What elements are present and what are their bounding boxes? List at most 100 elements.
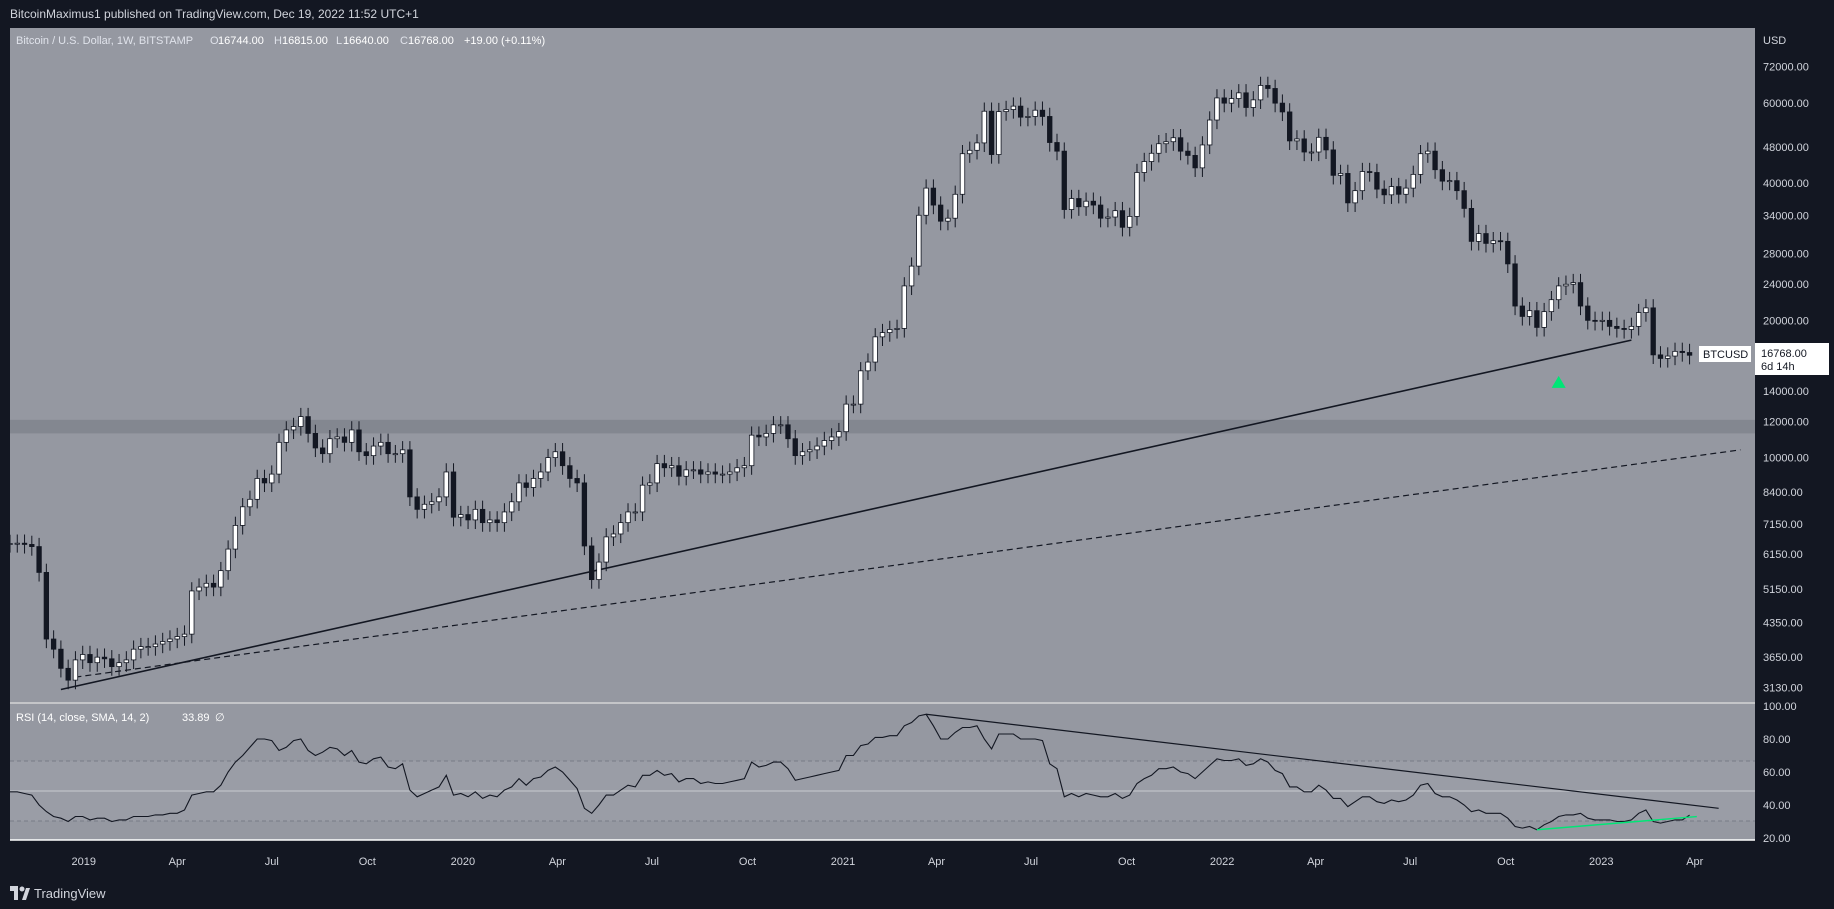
bear-candle — [1279, 102, 1286, 113]
bull-candle — [828, 436, 835, 441]
bear-candle — [1483, 233, 1489, 244]
bull-candle — [770, 424, 777, 434]
rsi-value: 33.89 — [182, 712, 210, 724]
bear-candle — [341, 436, 348, 443]
candles-group — [10, 76, 1693, 690]
price-tick-label: 28000.00 — [1763, 249, 1809, 261]
price-ticks-group: 72000.00 60000.00 48000.00 40000.00 34000.00… — [1763, 62, 1809, 695]
bear-candle — [21, 542, 28, 545]
bull-candle — [1032, 109, 1038, 117]
price-tick-label: 14000.00 — [1763, 386, 1809, 398]
bear-candle — [494, 519, 500, 524]
bear-candle — [1534, 310, 1540, 328]
bear-candle — [1512, 263, 1518, 307]
bull-candle — [298, 416, 304, 427]
bear-candle — [1119, 210, 1126, 228]
bull-candle — [378, 441, 384, 447]
bear-candle — [1497, 240, 1504, 243]
bull-candle — [647, 482, 653, 486]
bull-candle — [276, 441, 282, 475]
bull-candle — [516, 482, 522, 503]
bull-candle — [436, 496, 442, 503]
legend-open-value: 16744.00 — [218, 35, 264, 47]
bear-candle — [559, 451, 566, 467]
bull-candle — [232, 525, 239, 550]
bull-candle — [189, 590, 195, 635]
bull-candle — [429, 501, 435, 505]
resistance-zone — [10, 419, 1755, 434]
bear-candle — [1272, 88, 1278, 104]
bear-candle — [1017, 105, 1024, 118]
bull-candle — [596, 561, 602, 581]
bear-candle — [1185, 150, 1191, 156]
bear-candle — [1439, 169, 1446, 182]
time-tick-label: Jul — [1024, 856, 1038, 868]
bull-candle — [916, 214, 922, 267]
bear-candle — [1221, 97, 1227, 104]
bear-candle — [407, 449, 413, 498]
price-tick-label: 5150.00 — [1763, 584, 1803, 596]
countdown: 6d 14h — [1761, 361, 1795, 373]
bull-candle — [1308, 151, 1315, 154]
btc-chart[interactable] — [10, 28, 1755, 878]
bear-candle — [1061, 150, 1067, 210]
bear-candle — [1265, 85, 1271, 89]
footer-brand: TradingView — [34, 886, 106, 901]
bull-candle — [94, 656, 100, 664]
bull-candle — [1127, 216, 1133, 228]
bull-candle — [821, 440, 827, 447]
signal-group — [1551, 375, 1566, 388]
bull-candle — [952, 193, 958, 219]
time-axis[interactable]: 2019 Apr Jul Oct 2020 Apr Jul Oct 2021 Apr Jul Oct 2… — [10, 850, 1755, 872]
bear-candle — [1097, 204, 1104, 219]
price-plot-background — [10, 28, 1755, 702]
bull-candle — [1316, 136, 1322, 153]
bear-candle — [712, 471, 718, 475]
bear-candle — [1345, 173, 1351, 204]
bull-candle — [1425, 150, 1431, 155]
bull-candle — [1141, 161, 1147, 173]
bull-candle — [1170, 137, 1176, 143]
rsi-divergence-line — [1536, 815, 1697, 831]
chart-area[interactable]: Bitcoin / U.S. Dollar, 1W, BITSTAMP O 16… — [10, 28, 1755, 878]
bull-candle — [370, 445, 377, 457]
bull-candle — [487, 519, 493, 524]
bull-candle — [123, 659, 129, 664]
bear-candle — [385, 441, 391, 455]
bear-candle — [1301, 138, 1307, 153]
bull-candle — [807, 449, 813, 453]
time-tick-label: Apr — [169, 856, 186, 868]
bull-candle — [1105, 216, 1111, 219]
price-axis[interactable]: USD 72000.00 60000.00 48000.00 40000.00 3400… — [1755, 28, 1834, 878]
price-tick-label: 10000.00 — [1763, 453, 1809, 465]
time-tick-label: 2021 — [831, 856, 855, 868]
legend-open-label: O — [210, 35, 219, 47]
price-tick-label: 48000.00 — [1763, 142, 1809, 154]
price-tick-label: 20000.00 — [1763, 315, 1809, 327]
bull-candle — [174, 636, 180, 640]
price-tick-label: 72000.00 — [1763, 62, 1809, 74]
bull-candle — [1388, 186, 1395, 196]
rsi-tick-label: 100.00 — [1763, 701, 1797, 713]
rsi-legend-overlay: RSI (14, close, SMA, 14, 2) 33.89 ∅ — [16, 712, 225, 724]
time-tick-label: Oct — [359, 856, 376, 868]
bear-candle — [1243, 92, 1249, 108]
bull-candle — [545, 457, 551, 473]
bear-candle — [581, 482, 588, 547]
bull-candle — [959, 153, 966, 195]
time-tick-label: 2023 — [1589, 856, 1613, 868]
bull-candle — [996, 111, 1002, 155]
price-tick-label: 24000.00 — [1763, 279, 1809, 291]
bull-candle — [1359, 171, 1366, 192]
time-tick-label: 2020 — [451, 856, 475, 868]
bear-candle — [1592, 319, 1598, 322]
bear-candle — [1621, 328, 1627, 330]
legend-high-label: H — [274, 35, 282, 47]
bull-candle — [763, 432, 769, 438]
bear-candle — [1396, 186, 1402, 195]
bear-candle — [43, 572, 50, 640]
bull-candle — [472, 508, 478, 521]
bear-candle — [210, 582, 217, 588]
bull-candle — [1417, 153, 1424, 175]
price-tick-label: 60000.00 — [1763, 98, 1809, 110]
